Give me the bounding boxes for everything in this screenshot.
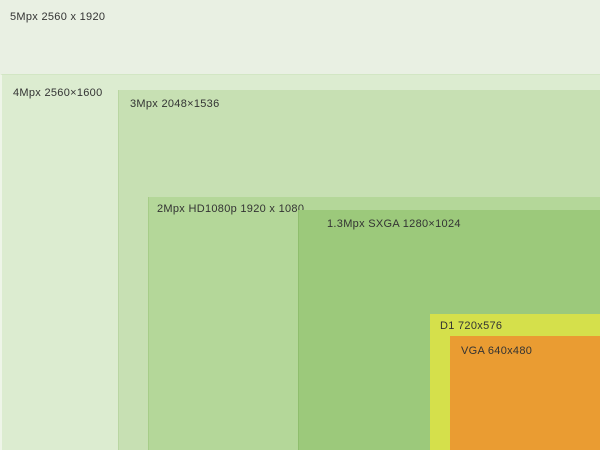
label: 5Mpx 2560 x 1920	[10, 11, 106, 23]
label: 1.3Mpx SXGA 1280×1024	[327, 218, 461, 230]
label: D1 720x576	[440, 320, 503, 332]
label: 2Mpx HD1080p 1920 x 1080	[157, 203, 305, 215]
label: 3Mpx 2048×1536	[130, 98, 220, 110]
label: VGA 640x480	[461, 345, 533, 357]
region-vga: VGA 640x480	[450, 336, 600, 450]
label: 4Mpx 2560×1600	[13, 87, 103, 99]
